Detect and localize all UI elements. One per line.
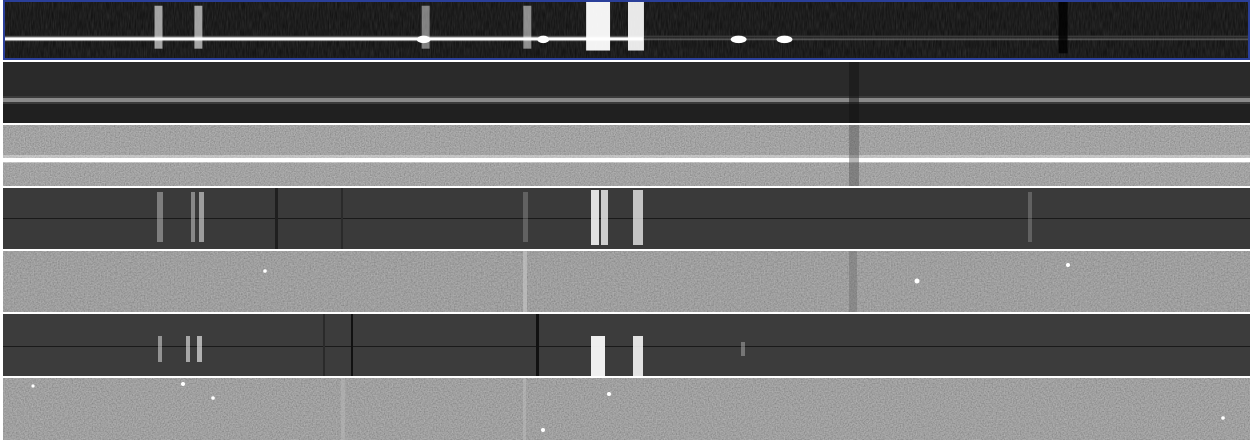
residual-image-1 [3,251,1250,312]
noisy-trace-image [3,125,1250,186]
residual-image-2 [3,378,1250,440]
residual-panel-2[interactable] [3,378,1250,440]
faint-trace-image [3,62,1250,123]
extracted-spectrum-image [5,2,1248,58]
faint-trace-panel[interactable] [3,62,1250,123]
residual-panel-1[interactable] [3,251,1250,312]
sky-lines-panel-2[interactable] [3,314,1250,376]
sky-lines-panel-1[interactable] [3,188,1250,249]
noisy-trace-panel[interactable] [3,125,1250,186]
sky-lines-image-2 [3,314,1250,376]
extracted-spectrum-panel[interactable] [3,0,1250,60]
sky-lines-image-1 [3,188,1250,249]
